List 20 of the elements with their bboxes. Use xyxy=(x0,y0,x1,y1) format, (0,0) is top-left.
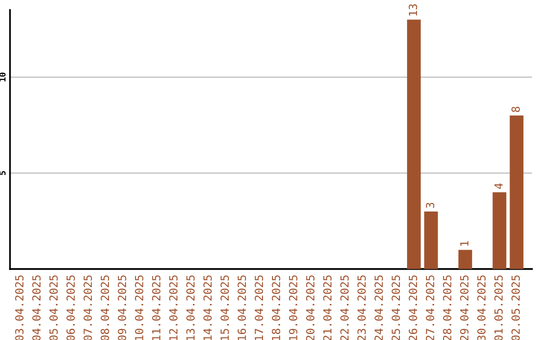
x-tick-label: 18.04.2025 xyxy=(272,275,280,340)
x-tick-label: 15.04.2025 xyxy=(220,275,229,340)
data-label: 4 xyxy=(494,183,503,189)
x-tick-label: 12.04.2025 xyxy=(169,275,178,340)
x-tick-label: 17.04.2025 xyxy=(254,275,264,340)
bar xyxy=(510,116,524,269)
x-tick-label: 10.04.2025 xyxy=(134,275,144,340)
bar xyxy=(407,20,421,269)
bar xyxy=(492,192,506,269)
x-tick-label: 19.04.2025 xyxy=(288,275,298,340)
bar xyxy=(424,211,438,269)
data-label: 3 xyxy=(426,202,434,208)
data-label: 13 xyxy=(408,4,418,16)
x-tick-label: 11.04.2025 xyxy=(152,275,160,340)
x-tick-label: 14.04.2025 xyxy=(203,275,212,340)
data-label: 1 xyxy=(460,241,468,246)
data-label: 8 xyxy=(511,106,520,112)
x-tick-label: 16.04.2025 xyxy=(238,275,246,340)
bar xyxy=(458,250,472,269)
x-tick-label: 13.04.2025 xyxy=(186,275,195,340)
